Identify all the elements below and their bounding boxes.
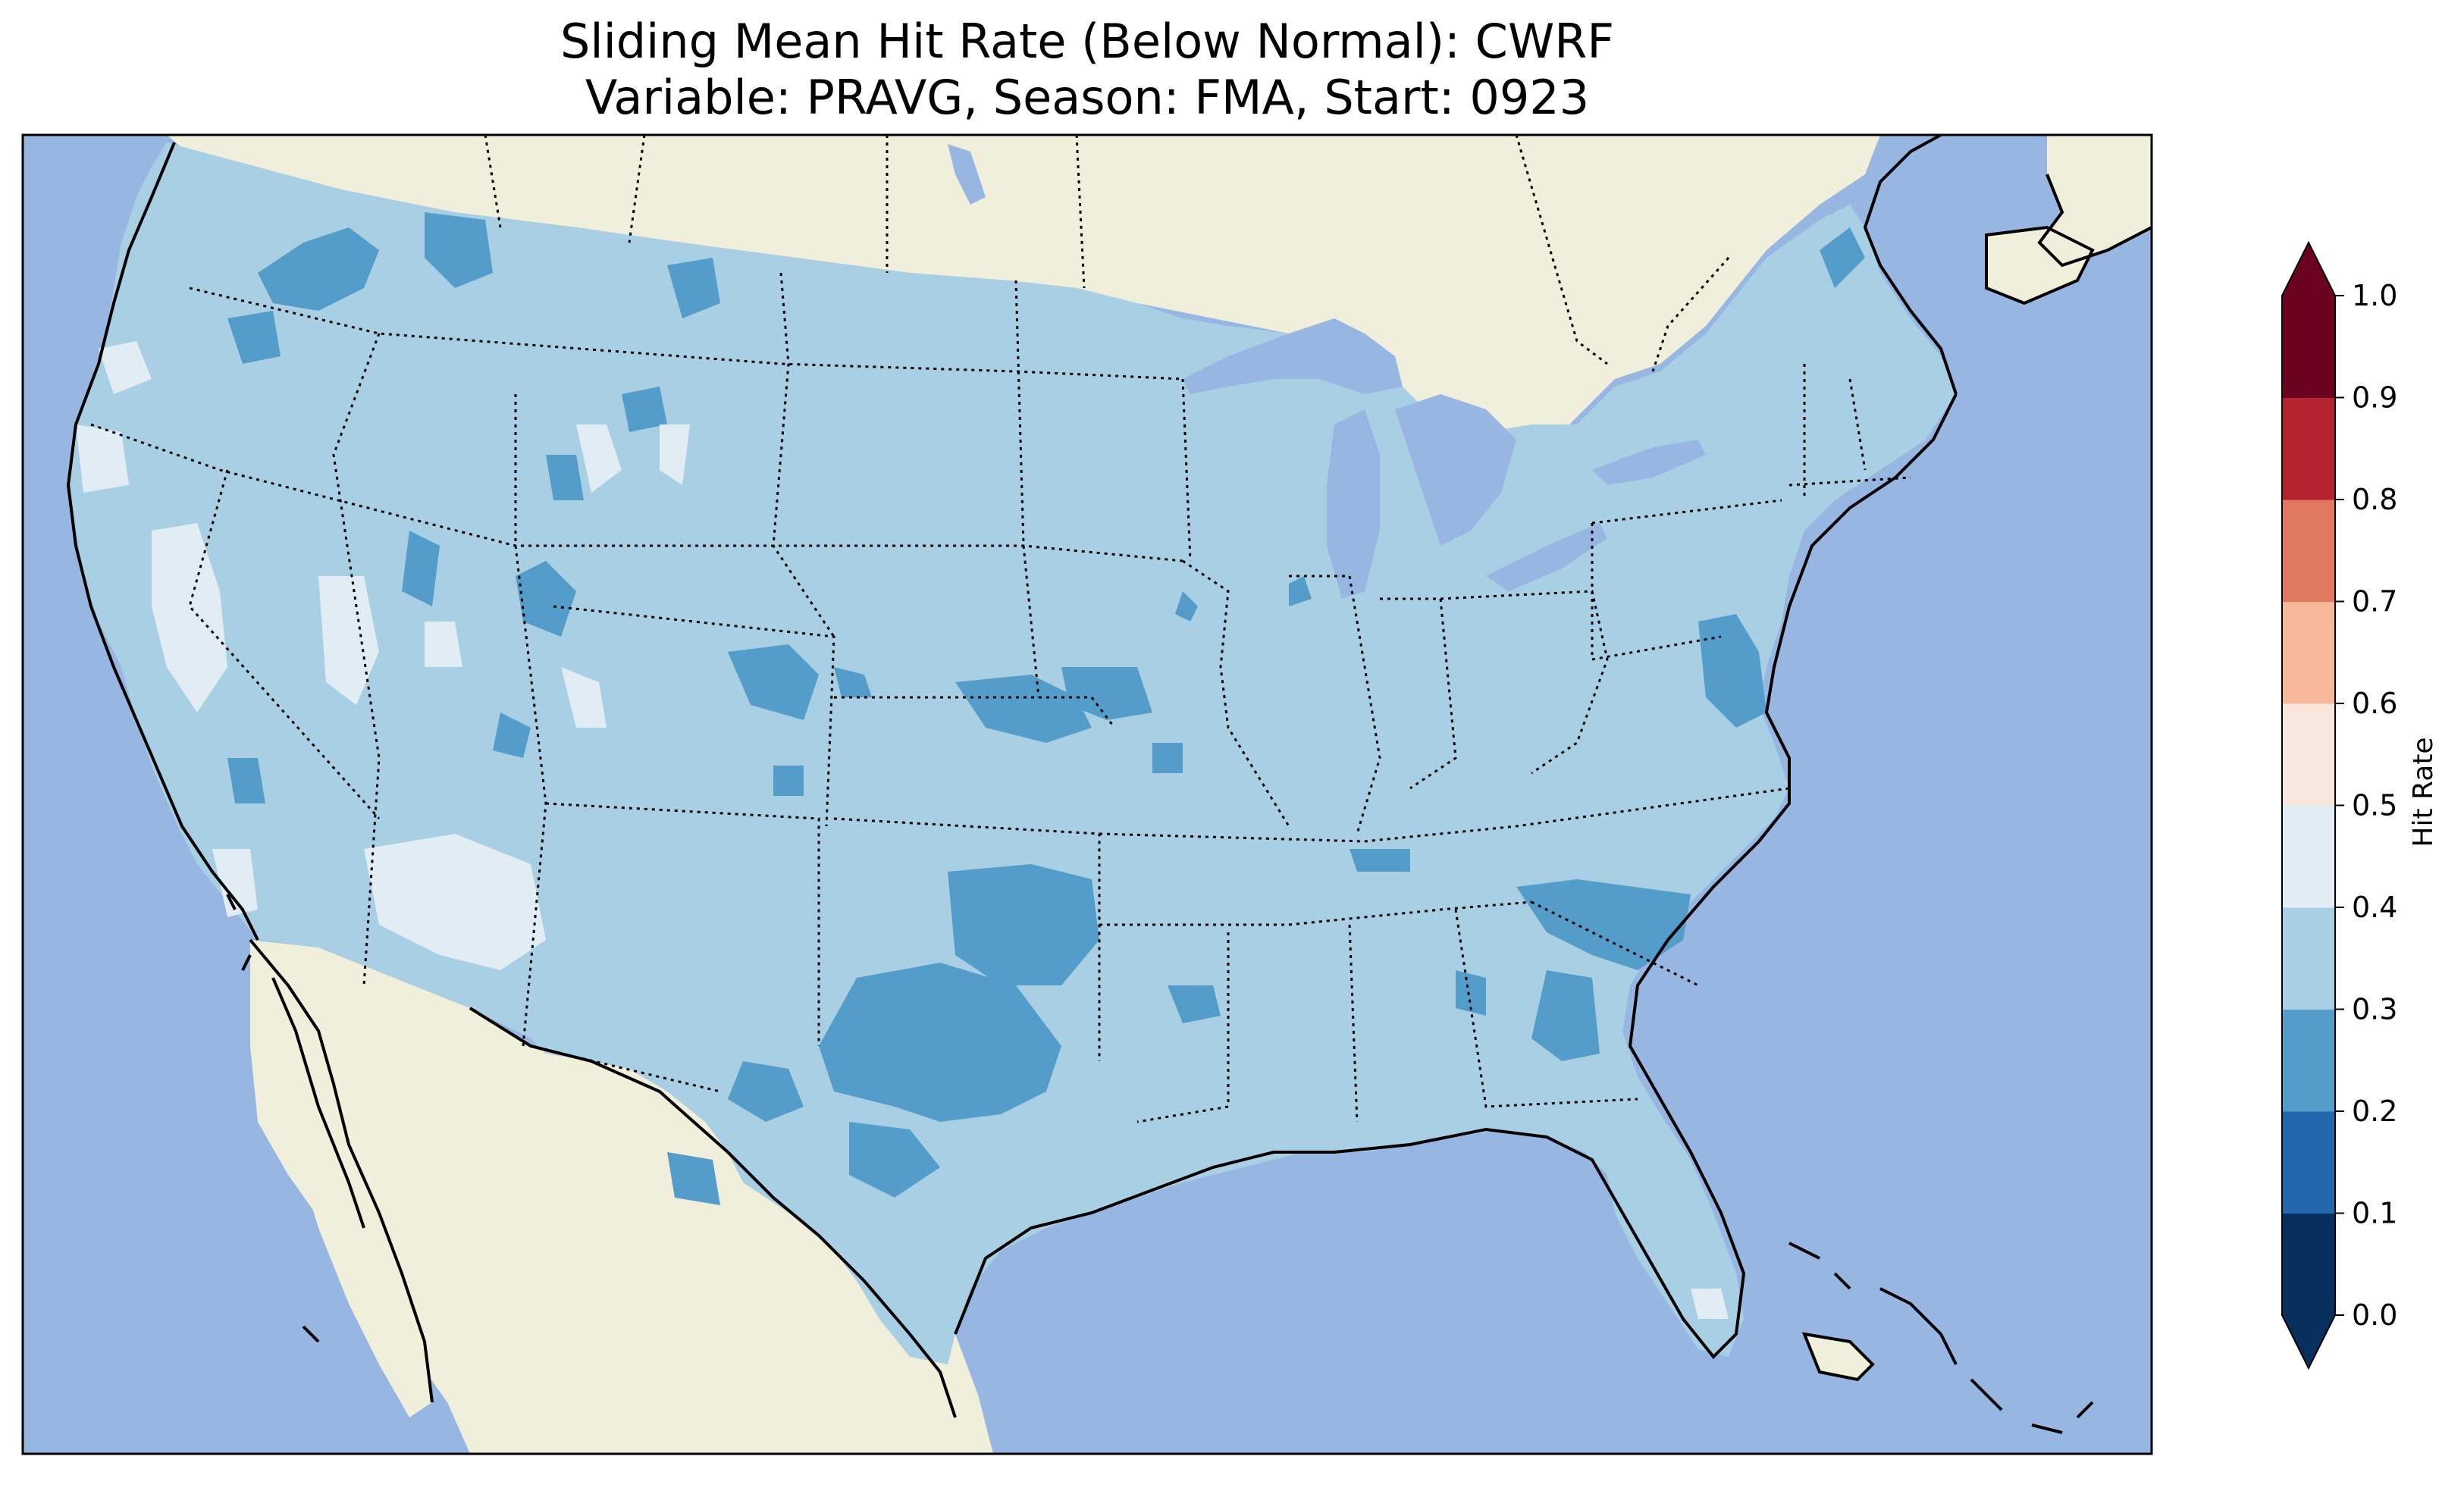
map-frame (21, 133, 2153, 1455)
colorbar-ticks: 0.0 0.1 0.2 0.3 0.4 0.5 0.6 0.7 0.8 0.9 1.0 (2335, 279, 2397, 1332)
colorbar-tick-label: 0.5 (2352, 789, 2397, 822)
colorbar-bin-0.5-0.6 (2282, 703, 2335, 806)
map-panel[interactable] (23, 135, 2152, 1454)
colorbar-bin-0.4-0.5 (2282, 805, 2335, 908)
colorbar-bin-0.0-0.1 (2282, 1213, 2335, 1316)
colorbar-bin-0.9-1.0 (2282, 296, 2335, 398)
state-borders (90, 272, 1911, 1123)
map-subtitle: Variable: PRAVG, Season: FMA, Start: 092… (585, 70, 1590, 125)
colorbar-bin-0.2-0.3 (2282, 1009, 2335, 1112)
lake-erie (1486, 523, 1607, 591)
map-title: Sliding Mean Hit Rate (Below Normal): CW… (560, 14, 1614, 69)
maritime-land (2039, 135, 2152, 265)
lake-superior (1183, 318, 1403, 394)
low-hit-rate-patches (227, 212, 1865, 1205)
high-hit-rate-patches (76, 341, 1729, 1319)
colorbar-tick-label: 0.8 (2352, 483, 2397, 516)
mexico-land (250, 940, 993, 1454)
colorbar-bin-0.7-0.8 (2282, 500, 2335, 602)
colorbar-bin-0.8-0.9 (2282, 397, 2335, 500)
colorbar (2281, 240, 2336, 1370)
cuba-land (1804, 1334, 1873, 1380)
colorbar-tick-label: 0.6 (2352, 687, 2397, 720)
colorbar-tick-label: 1.0 (2352, 279, 2397, 312)
lake-winnipeg (948, 144, 986, 205)
colorbar-tick-label: 0.4 (2352, 891, 2397, 924)
colorbar-tick-label: 0.7 (2352, 585, 2397, 619)
colorbar-under-extend (2282, 1315, 2335, 1368)
lake-michigan (1327, 409, 1380, 599)
colorbar-bin-0.6-0.7 (2282, 601, 2335, 704)
colorbar-bin-0.3-0.4 (2282, 907, 2335, 1010)
colorbar-tick-label: 0.1 (2352, 1197, 2397, 1230)
colorbar-over-extend (2282, 243, 2335, 296)
colorbar-label: Hit Rate (2408, 737, 2439, 847)
colorbar-tick-label: 0.9 (2352, 381, 2397, 415)
colorbar-tick-label: 0.3 (2352, 993, 2397, 1026)
lake-ontario (1592, 440, 1706, 485)
coastlines (66, 135, 2152, 1434)
colorbar-tick-label: 0.2 (2352, 1095, 2397, 1128)
lake-huron (1395, 394, 1516, 546)
great-lakes (948, 144, 1706, 599)
colorbar-bin-0.1-0.2 (2282, 1111, 2335, 1214)
colorbar-tick-label: 0.0 (2352, 1298, 2397, 1332)
